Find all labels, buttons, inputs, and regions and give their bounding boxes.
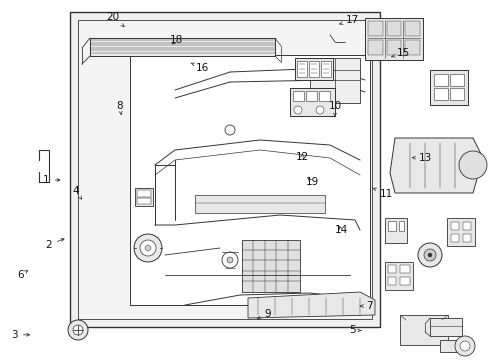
Bar (439, 340, 457, 352)
Bar (462, 234, 470, 242)
Circle shape (417, 243, 441, 267)
Bar (399, 315, 447, 345)
Bar (318, 91, 329, 101)
Bar (367, 40, 382, 55)
Bar (404, 21, 419, 36)
Text: 10: 10 (328, 101, 341, 117)
Bar (399, 277, 409, 285)
Text: 2: 2 (45, 239, 64, 250)
Circle shape (454, 336, 474, 356)
Bar (433, 74, 447, 86)
Bar (450, 234, 458, 242)
Text: 3: 3 (11, 330, 29, 340)
Bar (296, 61, 306, 77)
Circle shape (423, 249, 435, 261)
Bar (70, 12, 379, 327)
Text: 9: 9 (257, 309, 271, 319)
Circle shape (73, 325, 83, 335)
Polygon shape (247, 292, 374, 318)
Bar (398, 221, 403, 231)
Bar (294, 58, 332, 80)
Bar (404, 40, 419, 55)
Circle shape (458, 151, 486, 179)
Bar (78, 20, 371, 319)
Bar (289, 88, 334, 116)
Text: 11: 11 (373, 188, 392, 199)
Bar (386, 21, 400, 36)
Text: 5: 5 (348, 325, 360, 336)
Bar (433, 88, 447, 100)
Circle shape (224, 125, 235, 135)
Polygon shape (389, 138, 482, 193)
Bar (309, 58, 359, 103)
Circle shape (427, 253, 431, 257)
Text: 13: 13 (412, 153, 431, 163)
Circle shape (222, 252, 238, 268)
Text: 16: 16 (190, 63, 209, 73)
Bar (367, 21, 382, 36)
Circle shape (134, 234, 162, 262)
Circle shape (226, 257, 232, 263)
Bar (387, 277, 395, 285)
Circle shape (145, 245, 151, 251)
Bar (292, 91, 304, 101)
Bar (305, 91, 316, 101)
Text: 7: 7 (360, 301, 372, 311)
Text: 6: 6 (17, 270, 27, 280)
Bar (137, 190, 151, 197)
Bar (90, 38, 274, 56)
Text: 1: 1 (43, 175, 60, 185)
Bar (386, 40, 400, 55)
Bar (387, 265, 395, 273)
Bar (308, 61, 318, 77)
Bar (135, 188, 153, 206)
Bar (320, 61, 330, 77)
Bar (195, 195, 325, 213)
Text: 18: 18 (169, 35, 183, 45)
Circle shape (140, 240, 156, 256)
Bar (137, 198, 151, 204)
Bar (242, 240, 299, 292)
Bar (384, 262, 412, 290)
Text: 15: 15 (390, 48, 409, 58)
Bar (429, 318, 461, 336)
Circle shape (315, 106, 324, 114)
Text: 8: 8 (116, 101, 123, 114)
Circle shape (68, 320, 88, 340)
Bar (130, 55, 369, 305)
Bar (399, 265, 409, 273)
Circle shape (459, 341, 469, 351)
Bar (387, 221, 395, 231)
Text: 12: 12 (295, 152, 308, 162)
Text: 20: 20 (106, 12, 124, 27)
Text: 14: 14 (334, 225, 347, 235)
Bar (446, 218, 474, 246)
Bar (462, 222, 470, 230)
Bar (449, 74, 463, 86)
Text: 17: 17 (339, 15, 358, 25)
Bar (364, 18, 422, 60)
Bar (449, 88, 463, 100)
Bar (429, 70, 467, 105)
Bar (384, 218, 406, 243)
Bar (450, 222, 458, 230)
Text: 4: 4 (72, 186, 81, 199)
Text: 19: 19 (305, 177, 318, 187)
Circle shape (293, 106, 302, 114)
